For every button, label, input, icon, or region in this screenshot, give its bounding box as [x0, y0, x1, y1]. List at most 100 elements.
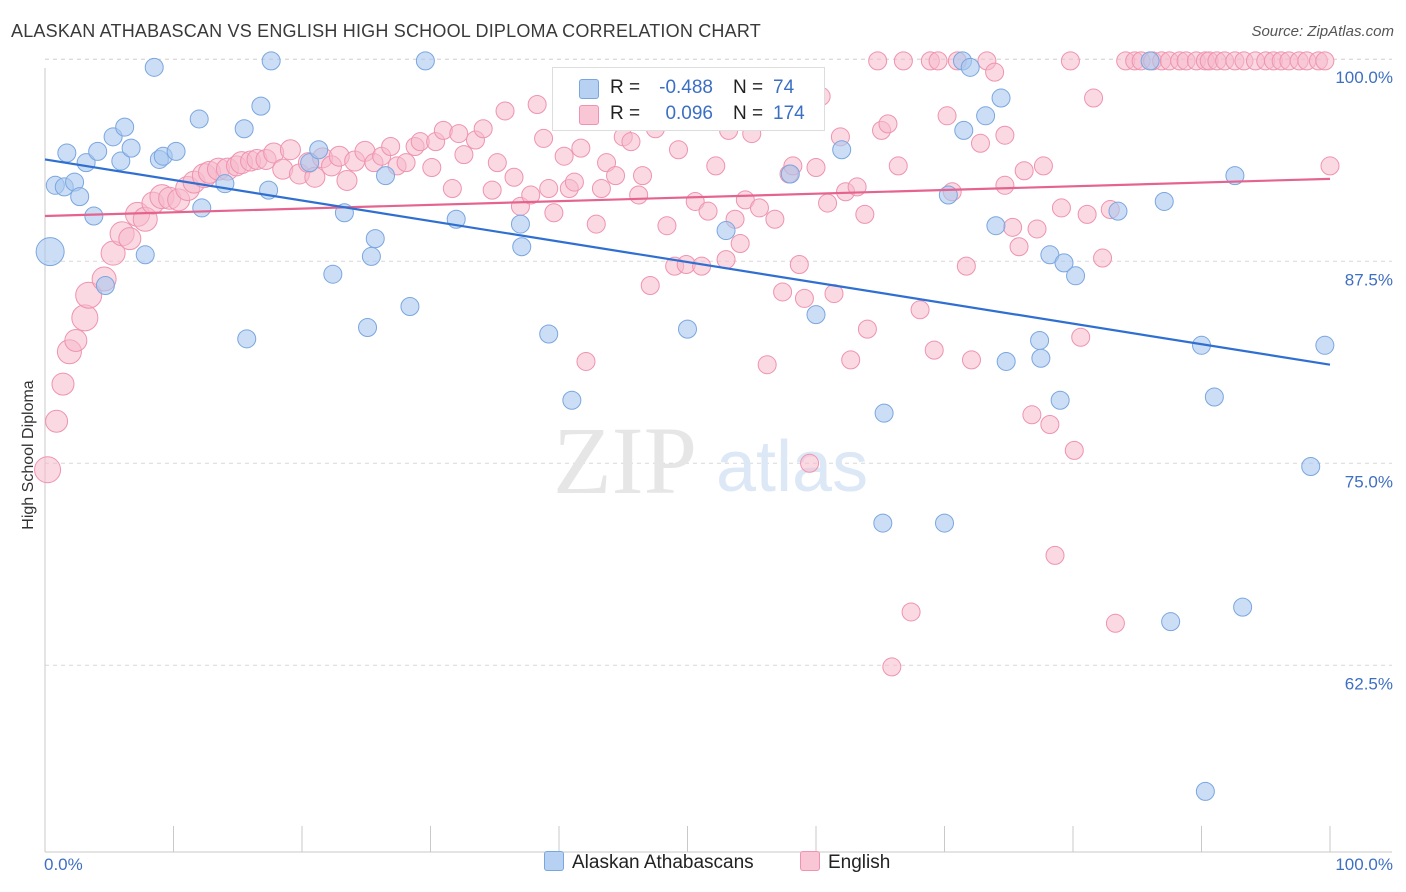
- english-point: [633, 166, 653, 186]
- english-point: [442, 179, 462, 199]
- english-point: [878, 114, 898, 134]
- athabascan-point: [261, 51, 281, 71]
- english-point: [1040, 414, 1060, 434]
- athabascan-point: [1040, 245, 1060, 265]
- english-point: [1071, 327, 1091, 347]
- english-point: [381, 137, 401, 157]
- english-point: [1320, 156, 1340, 176]
- trend-lines: [44, 158, 1331, 366]
- x-tick-label: 0.0%: [44, 855, 83, 874]
- english-point: [454, 145, 474, 165]
- athabascan-point: [1140, 51, 1160, 71]
- english-point: [985, 62, 1005, 82]
- athabascan-point: [960, 57, 980, 77]
- english-point: [893, 51, 913, 71]
- english-point: [818, 193, 838, 213]
- athabascan-point: [873, 513, 893, 533]
- athabascan-point: [251, 96, 271, 116]
- legend-n-value: 174: [773, 103, 805, 124]
- english-point: [279, 139, 301, 161]
- english-point: [855, 204, 875, 224]
- english-point: [597, 153, 617, 173]
- athabascan-point: [400, 297, 420, 317]
- legend-n-label: N =: [733, 77, 764, 98]
- athabascan-point: [70, 187, 90, 207]
- bottom-legend-athabascan: Alaskan Athabascans: [544, 851, 754, 874]
- athabascan-point: [376, 166, 396, 186]
- athabascan-point: [780, 164, 800, 184]
- athabascan-point: [144, 57, 164, 77]
- english-point: [1003, 217, 1023, 237]
- axis-layer: 62.5% 75.0% 87.5% 100.0% 0.0% 100.0%: [44, 68, 1393, 874]
- athabascan-point: [1195, 781, 1215, 801]
- legend-r-label: R =: [610, 103, 641, 124]
- english-point: [706, 156, 726, 176]
- legend-row-english: R = 0.096 N = 174: [553, 102, 824, 128]
- athabascan-point: [678, 319, 697, 339]
- english-point: [794, 288, 814, 308]
- bottom-legend-label: Alaskan Athabascans: [572, 852, 754, 873]
- english-point: [789, 254, 809, 274]
- english-point: [806, 158, 826, 178]
- english-point: [64, 328, 88, 352]
- english-point: [1014, 161, 1034, 181]
- legend-r-value: -0.488: [659, 77, 713, 98]
- english-point: [487, 153, 507, 173]
- athabascan-point: [991, 88, 1011, 108]
- english-point: [521, 185, 541, 205]
- legend-r-label: R =: [610, 77, 641, 98]
- english-point: [629, 185, 649, 205]
- english-point: [970, 133, 990, 153]
- athabascan-point: [1204, 387, 1224, 407]
- english-point: [495, 101, 515, 121]
- english-point: [51, 372, 75, 396]
- english-point: [606, 166, 626, 186]
- english-point: [527, 94, 547, 114]
- english-point: [640, 276, 660, 296]
- athabascan-point: [832, 140, 852, 160]
- athabascan-point: [996, 351, 1016, 371]
- athabascan-point: [539, 324, 559, 344]
- english-point: [1084, 88, 1104, 108]
- english-point: [901, 602, 921, 622]
- athabascan-point: [806, 305, 826, 325]
- athabascan-point: [415, 51, 435, 71]
- english-point: [1105, 613, 1125, 633]
- y-tick-label: 62.5%: [1345, 674, 1393, 693]
- bottom-legend-english: English: [800, 851, 890, 874]
- english-point: [910, 300, 930, 320]
- legend-swatch-pink: [579, 105, 599, 125]
- english-point: [449, 124, 469, 144]
- athabascan-point: [1108, 201, 1128, 221]
- english-point: [1315, 51, 1335, 71]
- correlation-legend: R = -0.488 N = 74 R = 0.096 N = 174: [552, 67, 825, 131]
- english-point: [422, 158, 442, 178]
- legend-row-athabascan: R = -0.488 N = 74: [553, 76, 824, 102]
- legend-n-value: 74: [773, 77, 795, 98]
- athabascan-point: [111, 151, 131, 171]
- english-point: [1027, 219, 1047, 239]
- english-point: [118, 227, 142, 251]
- english-point: [1045, 545, 1065, 565]
- english-point: [928, 51, 948, 71]
- chart-title: ALASKAN ATHABASCAN VS ENGLISH HIGH SCHOO…: [11, 21, 761, 41]
- legend-r-value: 0.096: [665, 103, 713, 124]
- athabascan-point: [323, 264, 343, 284]
- english-point: [586, 214, 606, 234]
- athabascan-point: [234, 119, 254, 139]
- english-point: [576, 351, 596, 371]
- english-point: [34, 456, 62, 484]
- athabascan-point: [309, 140, 329, 160]
- bottom-legend-swatch-pink: [800, 851, 820, 871]
- athabascan-point: [35, 237, 65, 267]
- athabascan-point: [1050, 390, 1070, 410]
- athabascan-point: [954, 120, 974, 140]
- y-tick-label: 87.5%: [1345, 270, 1393, 289]
- athabascan-trend-line: [44, 158, 1331, 366]
- english-points: [34, 51, 1340, 677]
- english-point: [765, 209, 785, 229]
- athabascan-point: [88, 141, 108, 161]
- athabascan-point: [1225, 166, 1245, 186]
- english-point: [482, 180, 502, 200]
- english-trend-line: [44, 177, 1331, 218]
